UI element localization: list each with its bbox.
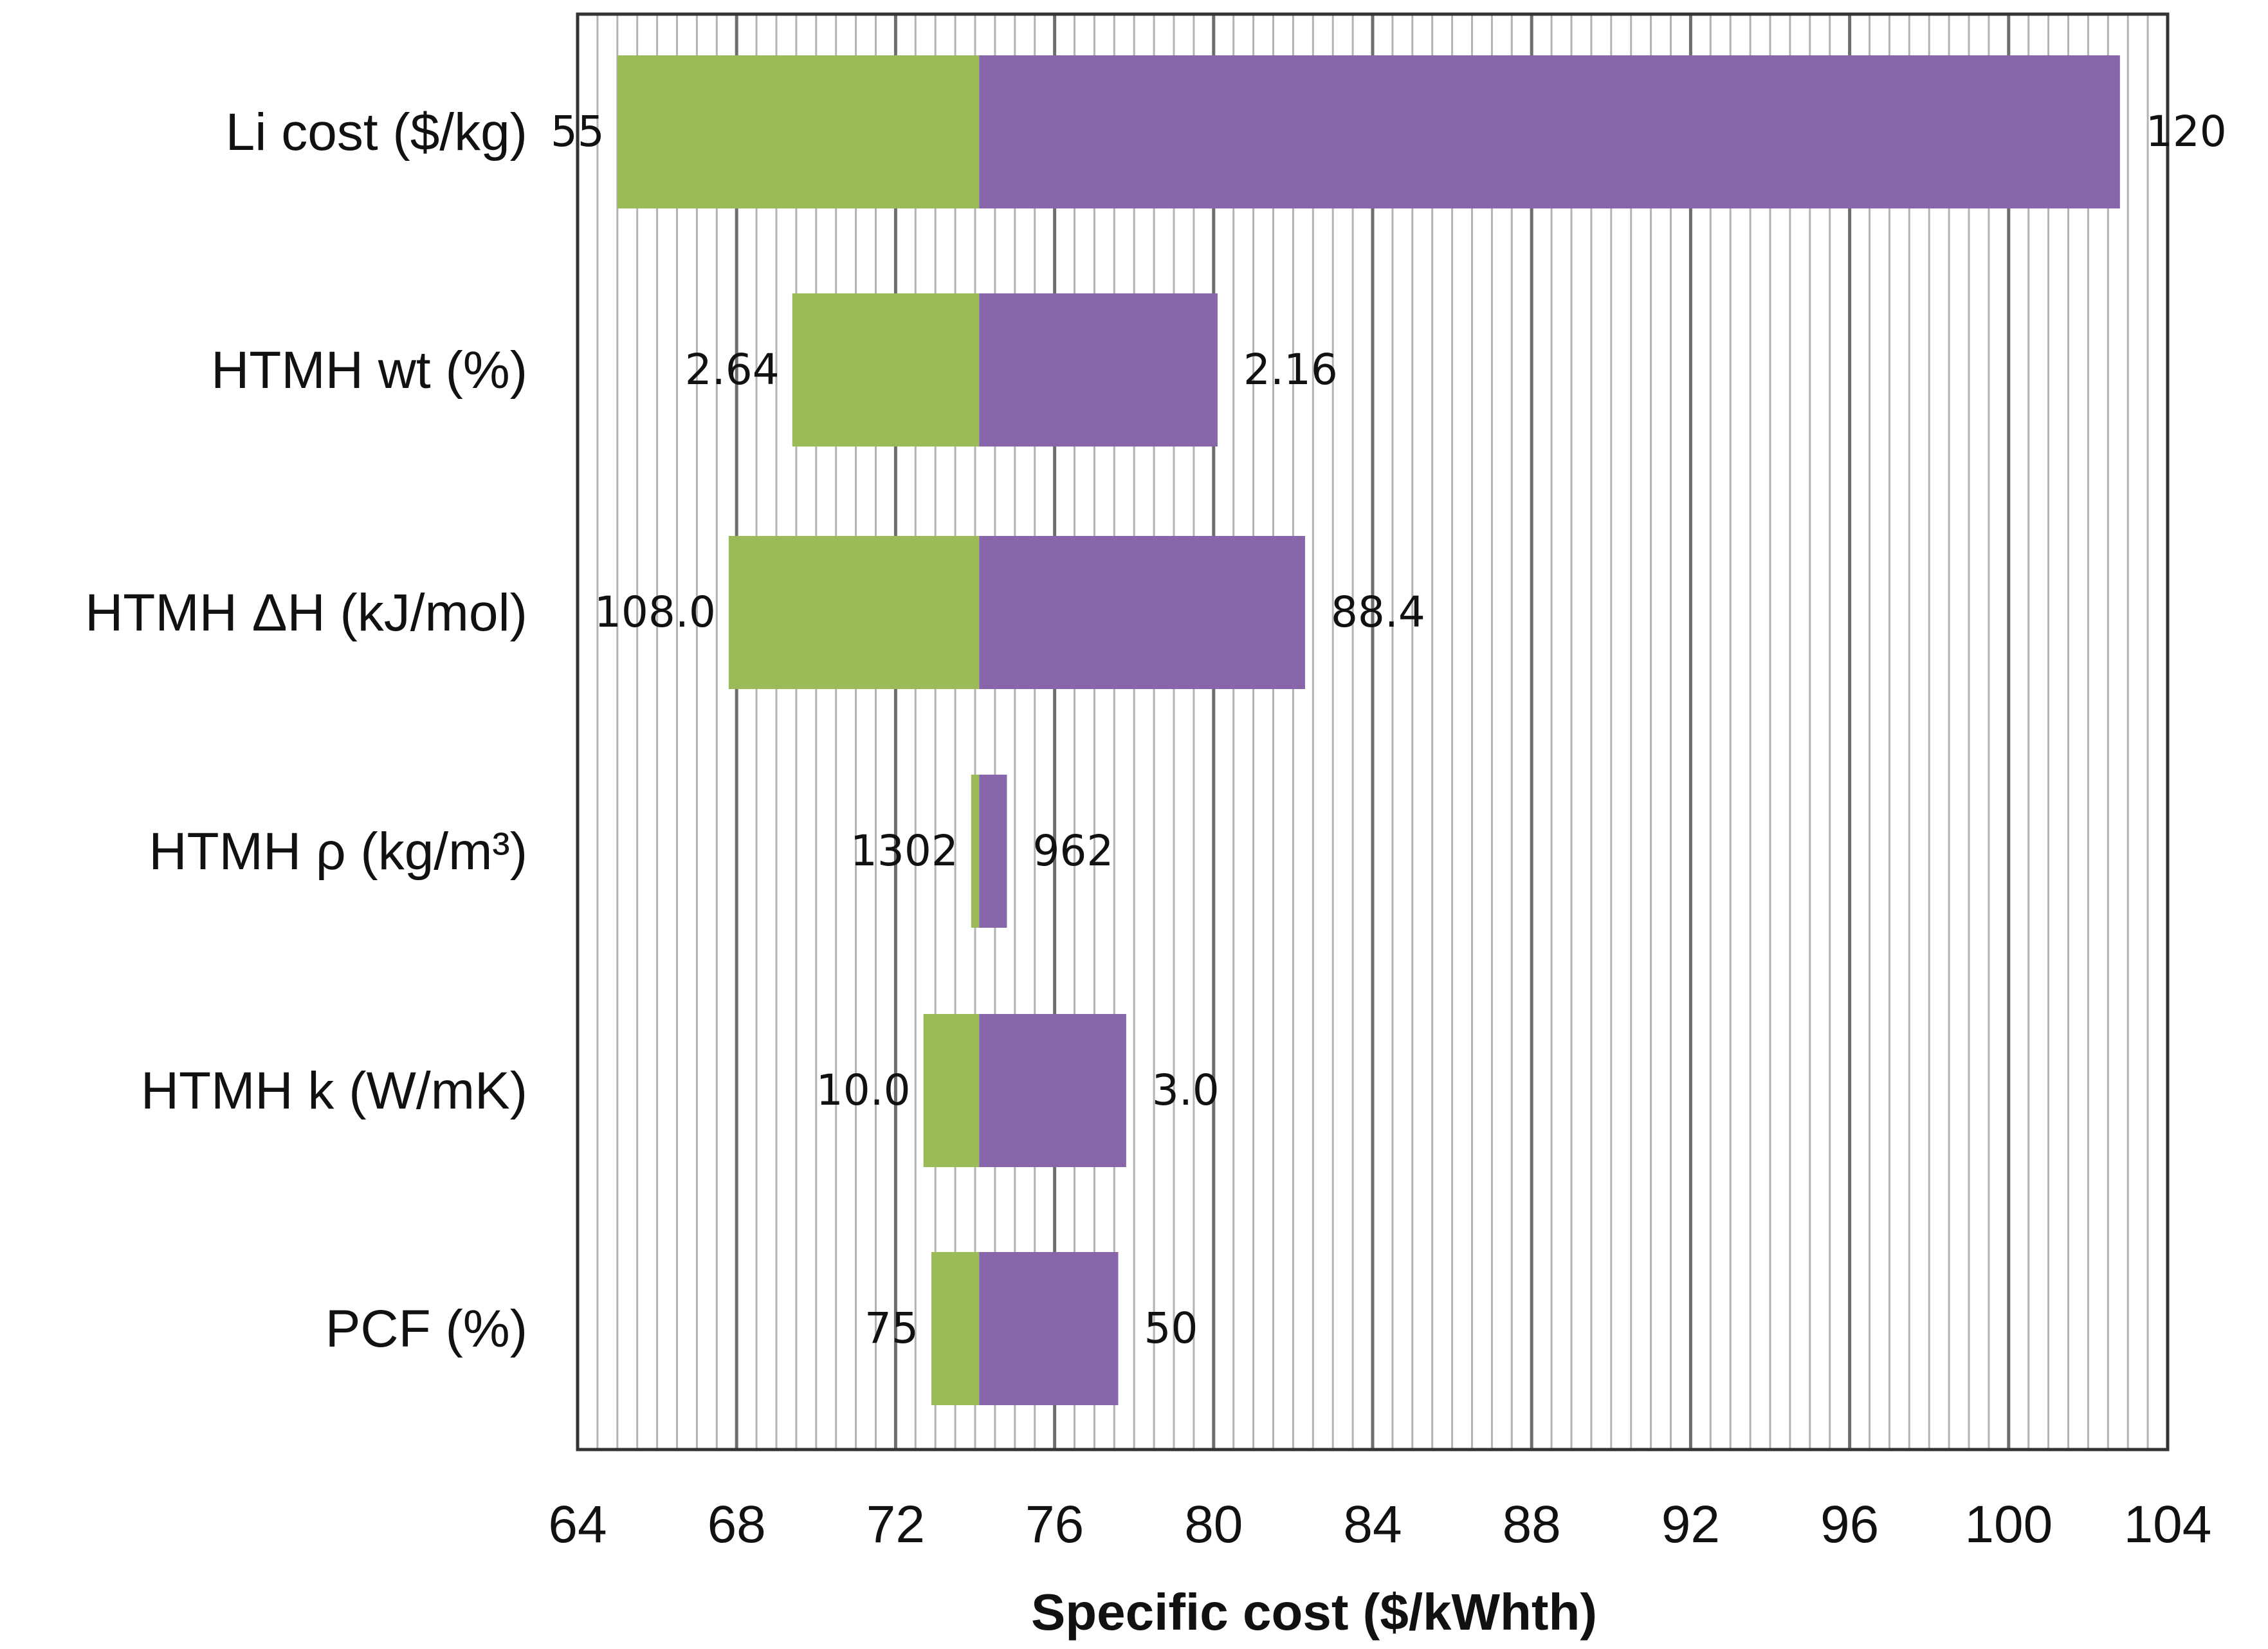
bars-group xyxy=(617,55,2120,1405)
high-param-label: 3.0 xyxy=(1152,1065,1220,1115)
bar-high xyxy=(979,775,1007,928)
x-tick-label: 96 xyxy=(1820,1495,1879,1554)
bar-high xyxy=(979,55,2120,208)
low-param-label: 1302 xyxy=(850,826,958,876)
plot-border xyxy=(576,12,2170,1451)
high-param-label: 50 xyxy=(1144,1304,1198,1353)
x-tick-label: 72 xyxy=(866,1495,925,1554)
high-param-label: 120 xyxy=(2146,107,2227,156)
category-label: HTMH ΔH (kJ/mol) xyxy=(85,584,527,642)
high-param-label: 88.4 xyxy=(1331,587,1425,637)
x-tick-label: 76 xyxy=(1025,1495,1084,1554)
low-param-label: 55 xyxy=(551,107,605,156)
low-param-label: 75 xyxy=(864,1304,919,1353)
bar-value-labels: 55 120 2.64 2.16 108.0 88.4 1302 962 10.0 3.0 75 50 xyxy=(551,107,2227,1353)
high-param-label: 962 xyxy=(1032,826,1113,876)
x-axis-title: Specific cost ($/kWhth) xyxy=(1031,1583,1597,1641)
bar-low xyxy=(792,293,980,447)
bar-low xyxy=(971,775,980,928)
category-label: PCF (%) xyxy=(325,1300,527,1358)
bar-low xyxy=(728,536,980,689)
plot-frame xyxy=(576,12,2170,1451)
category-label: HTMH k (W/mK) xyxy=(141,1062,527,1120)
bar-low xyxy=(931,1252,980,1405)
x-tick-label: 100 xyxy=(1964,1495,2053,1554)
bar-low xyxy=(617,55,980,208)
x-tick-label: 64 xyxy=(548,1495,607,1554)
bar-high xyxy=(979,536,1305,689)
x-tick-label: 88 xyxy=(1503,1495,1561,1554)
bar-low xyxy=(923,1014,980,1167)
bar-high xyxy=(979,1014,1126,1167)
category-labels: Li cost ($/kg) HTMH wt (%) HTMH ΔH (kJ/mol… xyxy=(85,103,527,1358)
x-tick-label: 92 xyxy=(1661,1495,1720,1554)
x-tick-label: 68 xyxy=(708,1495,766,1554)
x-tick-label: 84 xyxy=(1343,1495,1402,1554)
category-label: Li cost ($/kg) xyxy=(226,103,527,161)
x-tick-label: 104 xyxy=(2124,1495,2212,1554)
category-label: HTMH ρ (kg/m³) xyxy=(149,822,527,881)
category-label: HTMH wt (%) xyxy=(211,341,527,400)
low-param-label: 2.64 xyxy=(685,345,780,394)
x-tick-label: 80 xyxy=(1184,1495,1243,1554)
minor-gridlines xyxy=(596,14,2149,1450)
x-tick-labels: 64 68 72 76 80 84 88 92 96 100 104 xyxy=(548,1495,2211,1554)
bar-high xyxy=(979,293,1218,447)
low-param-label: 108.0 xyxy=(594,587,716,637)
bar-high xyxy=(979,1252,1119,1405)
low-param-label: 10.0 xyxy=(816,1065,911,1115)
high-param-label: 2.16 xyxy=(1243,345,1338,394)
